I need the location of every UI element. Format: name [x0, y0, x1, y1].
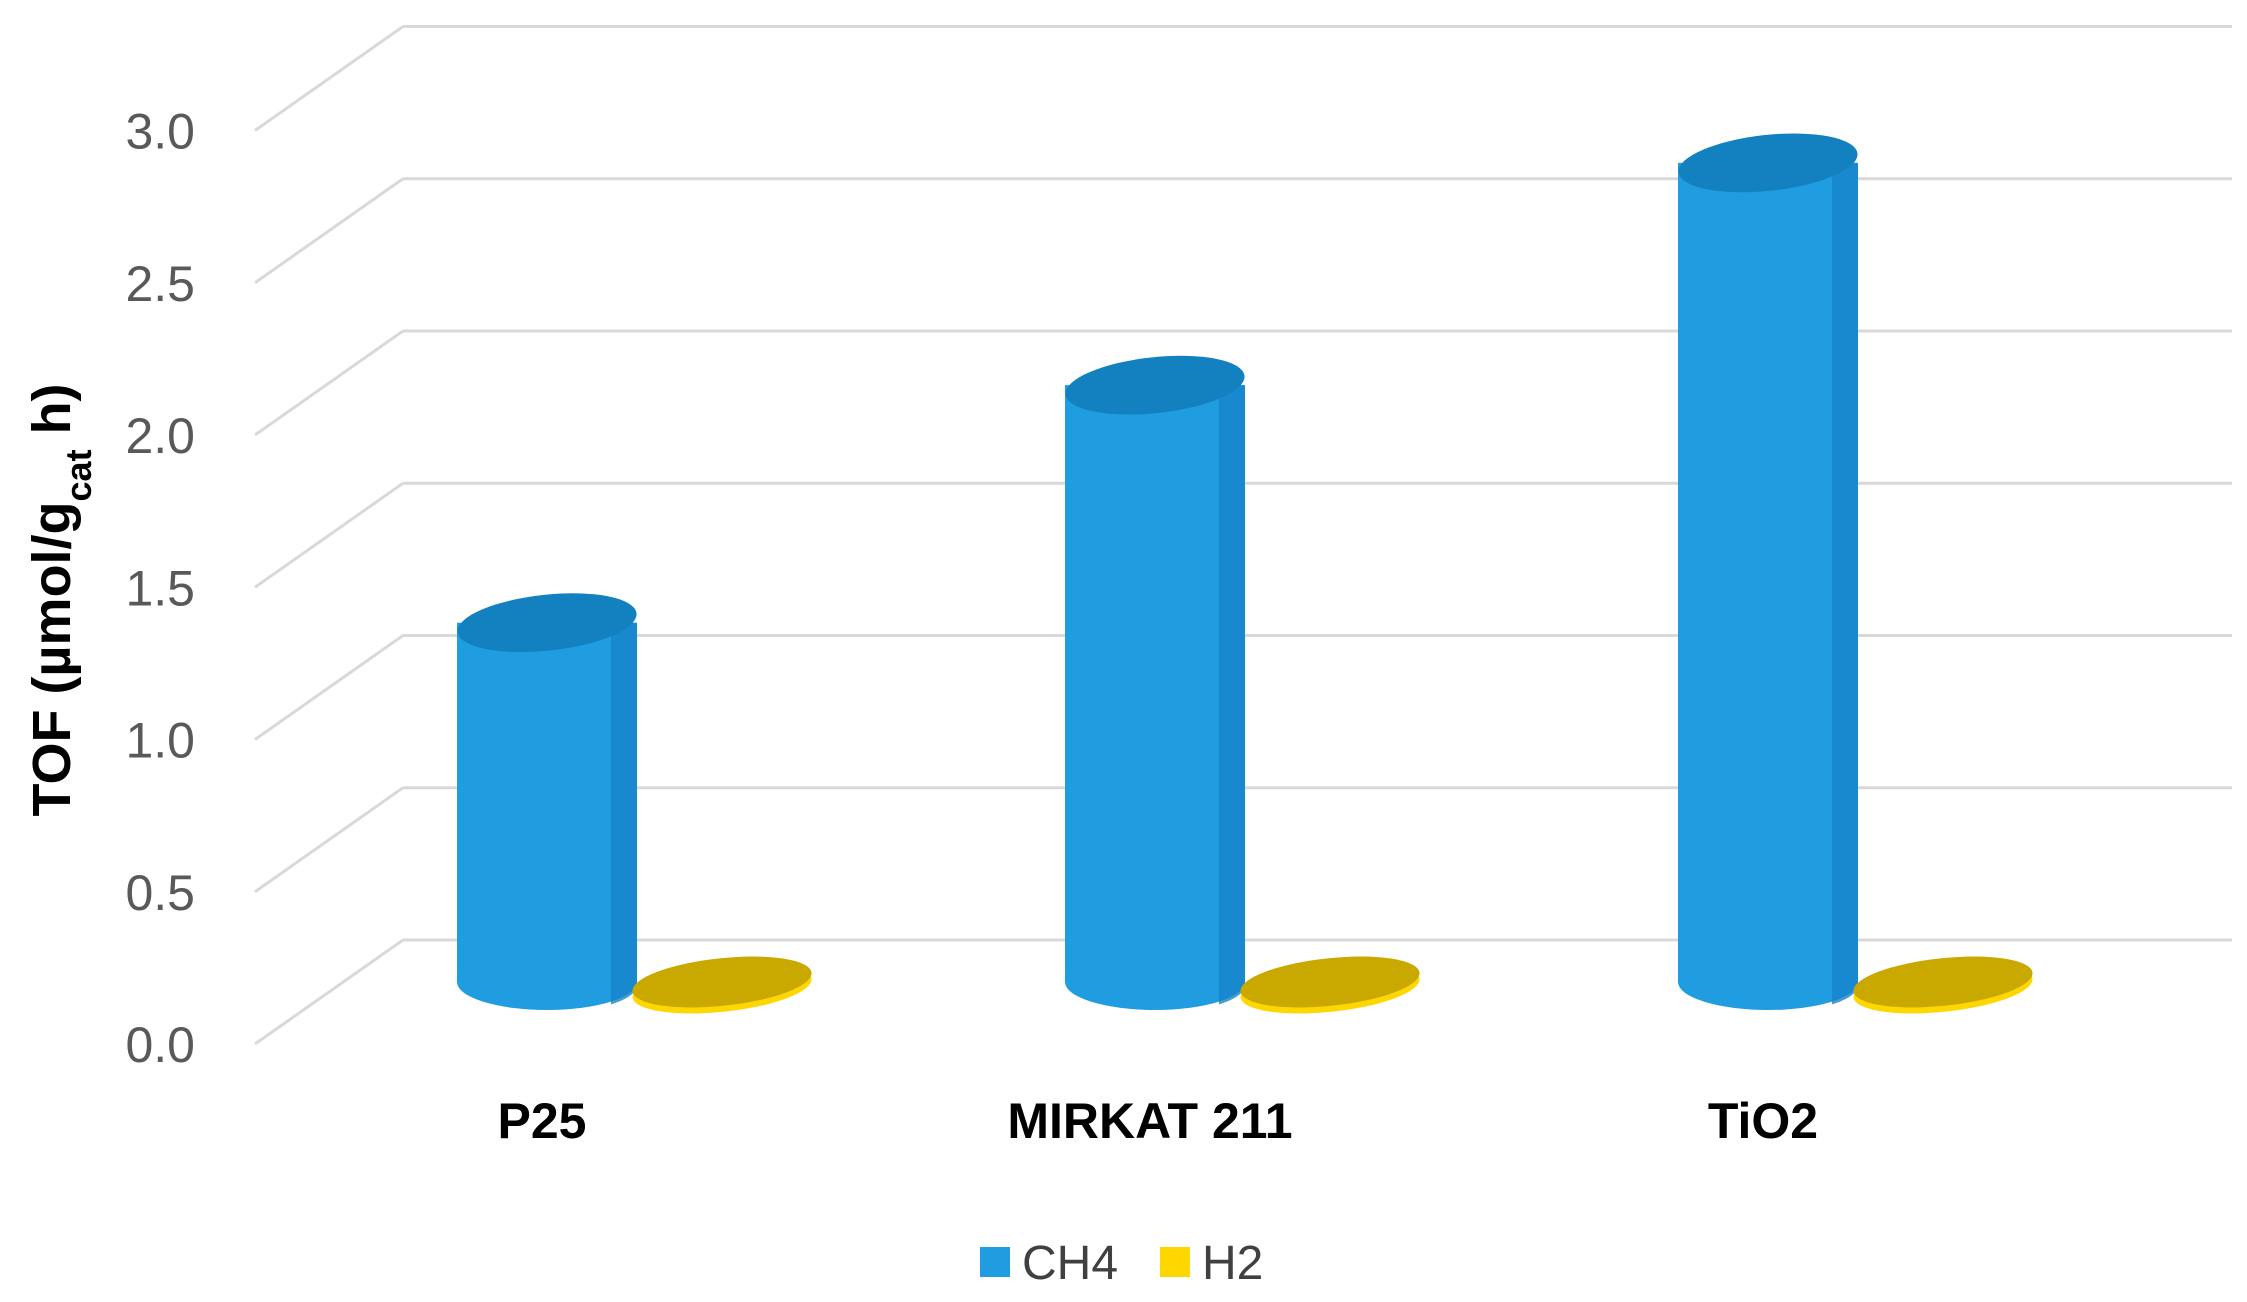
gridline-diagonal [254, 329, 404, 437]
gridline-diagonal [254, 938, 404, 1046]
gridline-diagonal [254, 25, 404, 132]
y-tick-label: 0.5 [125, 865, 195, 921]
legend-swatch-ch4 [980, 1247, 1010, 1277]
y-tick-label: 3.0 [125, 104, 195, 160]
category-label: TiO2 [1708, 1093, 1818, 1149]
y-tick-label: 1.0 [125, 713, 195, 769]
bar-ch4-1 [1065, 355, 1246, 1010]
y-tick-labels: 0.0 0.5 1.0 1.5 2.0 2.5 3.0 [125, 104, 195, 1074]
y-tick-label: 2.0 [125, 408, 195, 464]
y-axis-label: TOF (µmol/gcat h) [22, 383, 99, 816]
gridline-diagonal [254, 786, 404, 893]
category-labels: P25 MIRKAT 211 TiO2 [498, 1093, 1819, 1149]
bar-h2-1 [1240, 956, 1420, 1014]
legend: CH4 H2 [980, 1237, 1263, 1290]
y-tick-label: 0.0 [125, 1017, 195, 1073]
bar-ch4-0 [457, 593, 638, 1010]
gridline-diagonal [254, 482, 404, 589]
bar-ch4-2 [1678, 133, 1859, 1010]
bar-h2-0 [632, 956, 812, 1014]
y-tick-label: 1.5 [125, 560, 195, 616]
legend-swatch-h2 [1160, 1247, 1190, 1277]
gridlines [254, 25, 2232, 1046]
legend-label-h2: H2 [1202, 1237, 1263, 1290]
gridline-diagonal [254, 177, 404, 284]
bar-h2-2 [1853, 956, 2033, 1014]
category-label: P25 [498, 1093, 587, 1149]
y-tick-label: 2.5 [125, 256, 195, 312]
bars [457, 133, 2033, 1014]
legend-label-ch4: CH4 [1022, 1237, 1118, 1290]
category-label: MIRKAT 211 [1007, 1093, 1292, 1149]
gridline-diagonal [254, 634, 404, 741]
